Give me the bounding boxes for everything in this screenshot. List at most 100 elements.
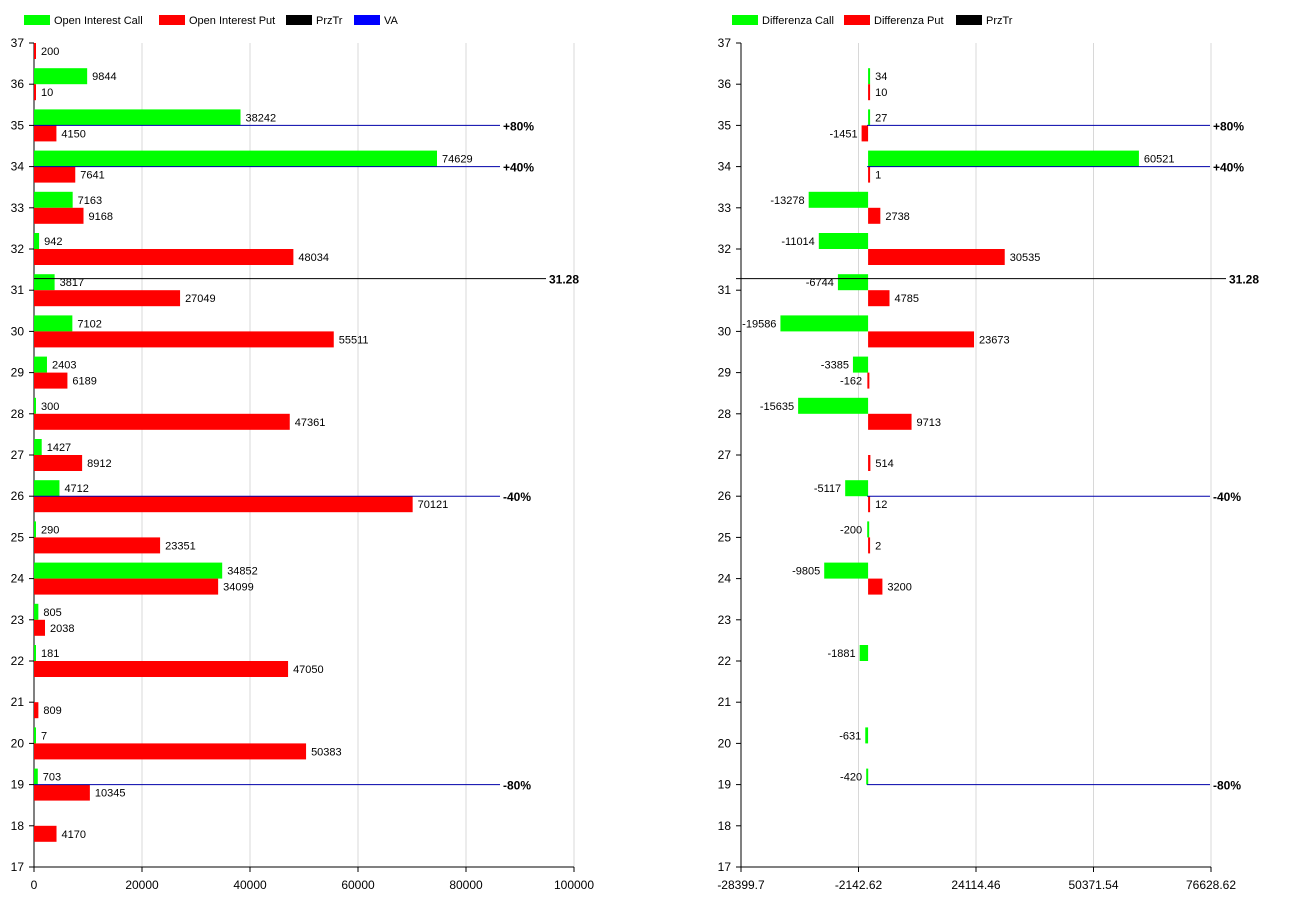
- bar-data-label: 27049: [185, 293, 216, 305]
- bar-data-label: 7163: [78, 195, 102, 207]
- bar-data-label: 6189: [72, 376, 96, 388]
- va-label: +80%: [503, 119, 534, 133]
- bar-call: [808, 191, 869, 208]
- bar-data-label: 47050: [293, 664, 324, 676]
- bar-call: [865, 727, 869, 744]
- bar-data-label: 290: [41, 524, 59, 536]
- bar-call: [818, 233, 869, 249]
- bar-data-label: 55511: [339, 334, 369, 346]
- bar-data-label: 74629: [442, 154, 473, 166]
- bar-data-label: 4170: [62, 829, 86, 841]
- bar-data-label: -631: [839, 730, 861, 742]
- x-tick-label: -28399.7: [717, 878, 765, 892]
- bar-put: [867, 372, 870, 389]
- x-tick-label: 20000: [125, 878, 159, 892]
- bar-data-label: 9713: [917, 417, 941, 429]
- bar-call: [34, 439, 42, 455]
- y-tick-label: 22: [11, 654, 25, 668]
- bar-call: [34, 768, 38, 785]
- y-tick-label: 23: [11, 613, 25, 627]
- bar-data-label: 27: [875, 112, 887, 124]
- va-label: +80%: [1213, 119, 1244, 133]
- y-tick-label: 25: [11, 530, 25, 544]
- y-tick-label: 36: [11, 77, 25, 91]
- y-tick-label: 30: [11, 324, 25, 338]
- chart-1: Open Interest Call Open Interest Put PrzTr…: [11, 15, 594, 892]
- bar-data-label: 2038: [50, 623, 74, 635]
- bar-data-label: -3385: [821, 360, 849, 372]
- y-tick-label: 20: [718, 736, 732, 750]
- bar-call: [34, 68, 88, 85]
- va-label: -80%: [503, 779, 531, 793]
- bar-data-label: -9805: [792, 566, 820, 578]
- y-tick-label: 24: [718, 572, 732, 586]
- bar-data-label: 8912: [87, 458, 111, 470]
- bar-data-label: -1451: [829, 128, 857, 140]
- bar-put: [34, 372, 68, 389]
- x-tick-label: 24114.46: [951, 878, 1000, 892]
- x-tick-label: 76628.62: [1186, 878, 1236, 892]
- bar-call: [34, 603, 39, 620]
- bar-data-label: 23673: [979, 334, 1010, 346]
- bar-call: [34, 521, 36, 538]
- y-tick-label: 26: [718, 489, 732, 503]
- y-tick-label: 24: [11, 572, 25, 586]
- x-tick-label: 80000: [449, 878, 483, 892]
- bar-put: [34, 537, 161, 554]
- y-tick-label: 35: [11, 118, 25, 132]
- y-tick-label: 28: [718, 407, 732, 421]
- va-label: -40%: [503, 490, 531, 504]
- y-tick-label: 21: [11, 695, 25, 709]
- bar-put: [34, 125, 57, 142]
- y-tick-label: 34: [718, 160, 732, 174]
- bar-data-label: 181: [41, 648, 59, 660]
- bar-put: [868, 207, 881, 224]
- przTr-label: 31.28: [549, 273, 579, 287]
- bar-data-label: 7641: [80, 170, 104, 182]
- bar-data-label: 47361: [295, 417, 326, 429]
- y-tick-label: 35: [718, 118, 732, 132]
- y-tick-label: 18: [718, 819, 732, 833]
- bar-data-label: -162: [840, 376, 862, 388]
- bar-call: [34, 315, 73, 332]
- bar-put: [868, 166, 871, 183]
- legend-label: VA: [384, 15, 399, 27]
- bar-data-label: 60521: [1144, 154, 1175, 166]
- x-tick-label: 100000: [554, 878, 594, 892]
- bar-call: [34, 645, 36, 661]
- y-tick-label: 30: [718, 324, 732, 338]
- y-tick-label: 33: [11, 201, 25, 215]
- bar-put: [868, 413, 912, 430]
- bar-put: [34, 784, 90, 801]
- bar-call: [867, 521, 870, 538]
- bar-data-label: 3200: [887, 582, 911, 594]
- y-tick-label: 22: [718, 654, 732, 668]
- bar-data-label: -420: [840, 772, 862, 784]
- bar-data-label: -1881: [828, 648, 856, 660]
- bar-data-label: -13278: [770, 195, 804, 207]
- bar-call: [34, 397, 36, 414]
- bar-data-label: -19586: [742, 318, 776, 330]
- bar-put: [34, 207, 84, 224]
- bar-put: [34, 290, 181, 307]
- bar-data-label: 50383: [311, 746, 342, 758]
- bar-put: [34, 413, 290, 430]
- legend-swatch-prztr: [956, 15, 982, 25]
- bar-data-label: 30535: [1010, 252, 1041, 264]
- y-tick-label: 17: [11, 860, 25, 874]
- bar-data-label: -6744: [806, 277, 834, 289]
- y-tick-label: 34: [11, 160, 25, 174]
- bar-call: [34, 109, 241, 126]
- bar-data-label: 48034: [298, 252, 329, 264]
- legend-swatch-open-interest-call: [24, 15, 50, 25]
- y-tick-label: 18: [11, 819, 25, 833]
- bar-data-label: 7: [41, 730, 47, 742]
- bar-data-label: 703: [43, 772, 61, 784]
- legend-swatch-differenza-put: [844, 15, 870, 25]
- bar-data-label: 805: [43, 607, 61, 619]
- bar-data-label: -11014: [781, 236, 814, 248]
- x-tick-label: 40000: [233, 878, 267, 892]
- bar-call: [34, 150, 437, 167]
- bar-put: [868, 578, 883, 595]
- legend-swatch-differenza-call: [732, 15, 758, 25]
